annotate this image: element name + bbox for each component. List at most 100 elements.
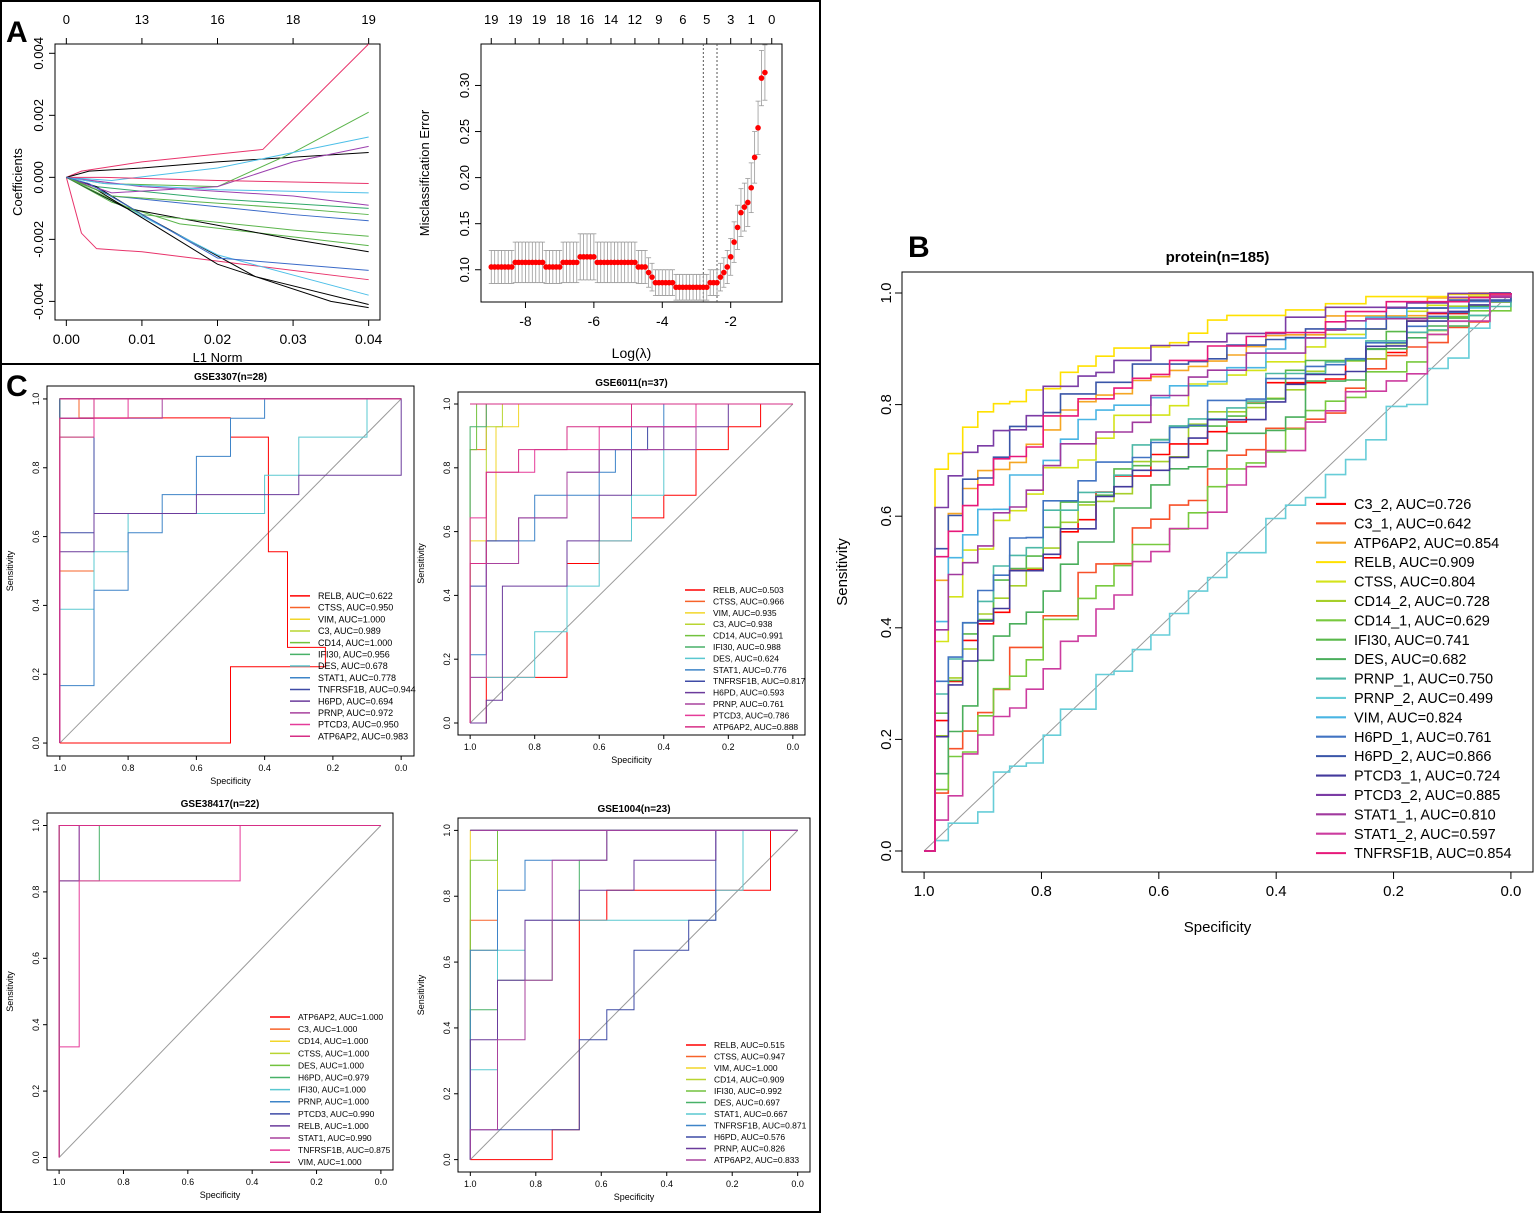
legend-separator: , [321, 1048, 325, 1058]
y-tick-label: 0.2 [442, 653, 452, 666]
legend-entry: IFI30, AUC=1.000 [298, 1085, 366, 1095]
x-tick-label: 0.6 [593, 742, 606, 752]
legend-name: H6PD_1 [1354, 730, 1409, 746]
legend-separator: , [1392, 555, 1399, 571]
panel-label-a: A [6, 16, 28, 49]
legend-separator: , [1410, 672, 1417, 688]
legend-separator: , [736, 1075, 740, 1085]
roc-curve-prnp-2 [924, 293, 1512, 852]
legend-auc: AUC=0.824 [1387, 710, 1462, 726]
coef-path-line [66, 176, 369, 237]
legend-auc: AUC=0.724 [1425, 769, 1500, 785]
legend-separator: , [741, 710, 745, 720]
x-tick-label: 0.01 [128, 331, 155, 347]
legend-auc: AUC=0.833 [755, 1155, 799, 1165]
x-tick-label: 0.4 [258, 763, 271, 773]
legend-separator: , [728, 608, 732, 618]
legend-name: PRNP [714, 1144, 738, 1154]
lasso-coefficient-chart: 0.00 0.01 0.02 0.03 0.04 -0.004 -0.002 0.000 0.0… [10, 12, 382, 365]
legend-name: DES [298, 1060, 316, 1070]
cv-point [591, 254, 597, 260]
x-tick-label: 1.0 [464, 1179, 477, 1189]
legend-auc: AUC=1.000 [733, 1063, 777, 1073]
legend-auc: AUC=0.503 [739, 585, 783, 595]
legend-entry: PRNP_2, AUC=0.499 [1354, 691, 1493, 707]
coef-path-line [66, 176, 369, 185]
legend-auc: AUC=0.992 [738, 1086, 782, 1096]
roc-curve-h6pd [470, 403, 793, 724]
x-tick-label: 0.03 [279, 331, 306, 347]
legend-separator: , [341, 638, 346, 648]
x-tick-label: 0.00 [53, 331, 80, 347]
legend-entry: CD14, AUC=1.000 [318, 638, 392, 648]
legend-separator: , [1389, 497, 1396, 513]
roc-curve-atp6ap2 [469, 403, 793, 723]
legend-auc: AUC=0.991 [739, 631, 783, 641]
legend-separator: , [738, 665, 742, 675]
legend-auc: AUC=0.871 [762, 1121, 806, 1131]
legend-name: H6PD [298, 1073, 321, 1083]
legend-separator: , [326, 1109, 330, 1119]
x-tick-label: 0.0 [375, 1177, 388, 1187]
legend-entry: STAT1, AUC=0.990 [298, 1133, 372, 1143]
top-tick-label: 0 [768, 12, 775, 27]
cv-point [669, 279, 676, 286]
legend-name: TNFRSF1B [298, 1145, 342, 1155]
legend-separator: , [342, 696, 347, 706]
y-tick-label: 0.6 [31, 952, 41, 965]
legend-separator: , [1418, 788, 1425, 804]
y-tick-label: 0.4 [442, 1022, 452, 1035]
y-tick-label: 0.15 [457, 211, 472, 236]
y-tick-label: 0.10 [457, 257, 472, 282]
cv-point [751, 154, 758, 161]
x-tick-label: 1.0 [53, 1177, 66, 1187]
x-tick-label: 0.0 [395, 763, 408, 773]
legend-name: H6PD [714, 1132, 737, 1142]
roc-curve-ptcd3-2 [924, 292, 1512, 852]
top-tick-label: 19 [484, 12, 498, 27]
y-tick-label: 0.004 [31, 37, 46, 70]
cv-point [731, 239, 737, 245]
coef-path-line [66, 136, 369, 181]
y-tick-label: 0.6 [878, 506, 895, 527]
legend-auc: AUC=0.810 [1420, 807, 1495, 823]
legend-entry: PTCD3, AUC=0.990 [298, 1109, 375, 1119]
x-tick-label: 0.4 [658, 742, 671, 752]
legend-separator: , [736, 596, 740, 606]
legend-auc: AUC=0.972 [346, 708, 393, 718]
x-tick-label: 0.6 [182, 1177, 195, 1187]
legend-name: RELB [298, 1121, 321, 1131]
legend-auc: AUC=1.000 [322, 1085, 366, 1095]
cv-point [738, 209, 744, 216]
roc-protein-chart: 1.0 0.8 0.6 0.4 0.2 0.0 0.0 0.2 0.4 0.6 0.8 1.0 prot… [834, 249, 1534, 936]
plot-box [46, 385, 415, 757]
x-tick-label: -8 [519, 313, 532, 329]
legend-separator: , [342, 603, 347, 613]
legend-name: CTSS [1354, 575, 1393, 591]
legend-entry: TNFRSF1B, AUC=0.875 [298, 1145, 391, 1155]
legend-auc: AUC=0.944 [369, 685, 416, 695]
legend-name: PRNP [298, 1097, 322, 1107]
legend-entry: IFI30, AUC=0.988 [713, 642, 781, 652]
legend-entry: ATP6AP2, AUC=0.854 [1354, 536, 1499, 552]
legend-auc: AUC=0.979 [325, 1073, 369, 1083]
legend-name: IFI30 [318, 650, 339, 660]
legend-entry: DES, AUC=0.624 [713, 653, 779, 663]
legend-separator: , [751, 1155, 755, 1165]
cv-point [645, 269, 652, 276]
legend-name: C3_1 [1354, 516, 1389, 532]
legend-name: H6PD [713, 688, 736, 698]
legend-entry: CTSS, AUC=0.966 [713, 596, 784, 606]
x-tick-label: -6 [588, 313, 601, 329]
legend-name: TNFRSF1B [713, 676, 757, 686]
cv-point [642, 264, 648, 270]
top-tick-label: 9 [655, 12, 662, 27]
legend-auc: AUC=0.938 [728, 619, 772, 629]
y-tick-label: 0.2 [442, 1088, 452, 1101]
roc-gse3307-chart: 1.0 0.8 0.6 0.4 0.2 0.0 0.0 0.2 0.4 0.6 0.8 1.0 GSE3… [5, 372, 416, 786]
top-tick-label: 1 [748, 12, 755, 27]
cv-point [724, 264, 731, 270]
legend-entry: IFI30, AUC=0.741 [1354, 633, 1470, 649]
legend-entry: C3, AUC=0.989 [318, 626, 381, 636]
legend-separator: , [357, 731, 362, 741]
